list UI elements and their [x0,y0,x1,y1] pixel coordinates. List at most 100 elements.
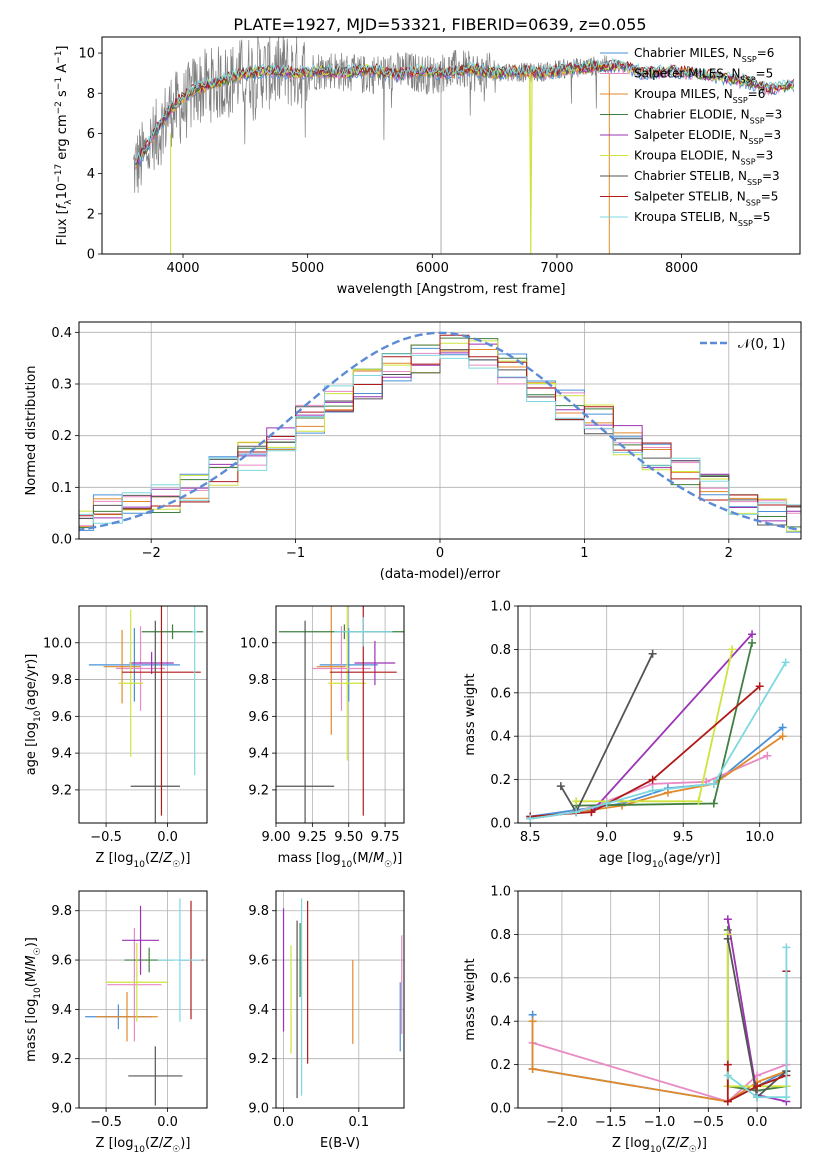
weight-line [530,661,787,820]
x-tick-label: 7000 [540,261,573,276]
y-tick-label: 9.4 [248,1003,269,1018]
weight-vs-age-axes: 8.5 9.0 9.5 10.0 0.0 0.2 0.4 0.6 0.8 1.0 [490,600,801,845]
axes-frame [517,605,802,824]
legend-entry: Kroupa MILES, NSSP=6 [634,87,765,105]
x-tick-label: 9.0 [596,830,617,845]
weight-marker [694,797,703,806]
weight-marker [728,645,737,654]
y-tick-label: 9.2 [51,1052,72,1067]
weight-marker [709,799,718,808]
weight-line [530,754,768,820]
y-tick-label: 9.6 [248,954,269,969]
y-tick-label: 9.8 [248,673,269,688]
weight-marker [778,732,787,741]
weight-marker [781,658,790,667]
x-tick-label: 1 [580,546,588,561]
x-tick-label: 9.25 [298,830,327,845]
y-tick-label: 9.4 [248,747,269,762]
legend-entry: 𝒩(0, 1) [738,337,785,352]
normal-curve [79,331,801,532]
y-tick-label: 10 [78,47,95,62]
histogram-series [79,353,801,524]
mass-vs-extinction-axes: 0.0 0.1 9.0 9.2 9.4 9.6 9.8 [248,891,404,1130]
x-tick-label: −2 [142,546,161,561]
weight-marker [572,808,581,817]
axes-frame [78,321,802,540]
axes-frame [517,890,802,1109]
y-tick-label: 0.0 [51,533,72,548]
y-tick-label: 9.2 [248,1052,269,1067]
y-axis-label: mass weight [463,673,478,755]
y-tick-label: 10.0 [43,636,72,651]
legend-entry: Kroupa ELODIE, NSSP=3 [634,149,773,167]
axes-frame [101,36,801,255]
weight-marker [755,682,764,691]
y-tick-label: 0 [87,248,95,263]
weight-marker [663,788,672,797]
y-tick-label: 0.2 [490,1058,511,1073]
y-axis-label: Flux [fλ10−17 erg cm−2 s−1 A−1] [54,45,74,245]
mass-vs-metallicity-plot [85,898,204,1106]
y-tick-label: 10.0 [240,636,269,651]
y-tick-label: 0.4 [51,326,72,341]
weight-marker [723,915,732,924]
x-axis-label: mass [log10(M/M☉)] [278,851,403,870]
y-tick-label: 9.2 [248,783,269,798]
weight-marker [723,1071,732,1080]
y-tick-label: 0.8 [490,643,511,658]
y-tick-label: 6 [87,127,95,142]
x-tick-label: 8000 [665,261,698,276]
figure-title: PLATE=1927, MJD=53321, FIBERID=0639, z=0… [233,15,646,34]
weight-marker [753,1082,762,1091]
x-tick-label: −1.0 [644,1115,676,1130]
observed-spectrum [132,37,608,193]
axes-frame [275,890,405,1109]
x-tick-label: 6000 [416,261,449,276]
weight-marker [723,1097,732,1106]
x-tick-label: −1.5 [595,1115,627,1130]
mass-vs-metallicity-axes: −0.5 0.0 9.0 9.2 9.4 9.6 9.8 [51,891,207,1130]
weight-line [590,633,753,813]
x-tick-label: 0.0 [157,1115,178,1130]
legend-entry: Salpeter ELODIE, NSSP=3 [634,128,781,146]
axes-frame [275,605,405,824]
weight-vs-age-plot [526,630,790,823]
y-tick-label: 0.3 [51,378,72,393]
legend-entry: Chabrier STELIB, NSSP=3 [634,169,780,187]
histogram-series [79,334,801,517]
x-tick-label: 8.5 [520,830,541,845]
legend-entry: Chabrier MILES, NSSP=6 [634,46,774,64]
x-tick-label: 9.5 [673,830,694,845]
y-tick-label: 9.4 [51,747,72,762]
age-vs-metallicity-plot [88,606,204,823]
y-tick-label: 8 [87,87,95,102]
y-tick-label: 0.1 [51,481,72,496]
y-tick-label: 0.6 [490,971,511,986]
x-axis-label: Z [log10(Z/Z☉)] [96,1136,191,1155]
weight-marker [748,638,757,647]
weight-line [727,947,788,1099]
weight-marker [748,630,757,639]
mass-vs-extinction-plot [282,898,403,1099]
y-tick-label: 9.8 [51,673,72,688]
y-axis-label: mass [log10(M/M☉)] [24,937,43,1062]
weight-marker [526,814,535,823]
weight-marker [572,797,581,806]
y-tick-label: 0.8 [490,928,511,943]
weight-marker [602,799,611,808]
x-tick-label: −0.5 [90,1115,122,1130]
legend-entry: Salpeter MILES, NSSP=5 [634,67,773,85]
weight-marker [587,808,596,817]
y-axis-label: age [log10(age/yr)] [24,654,43,776]
weight-marker [648,786,657,795]
y-tick-label: 1.0 [490,600,511,615]
legend-entry: Chabrier ELODIE, NSSP=3 [634,108,782,126]
histogram-plot [79,331,801,533]
y-tick-label: 4 [87,167,95,182]
y-tick-label: 9.6 [51,710,72,725]
weight-marker [753,1093,762,1102]
spectrum-axes: 4000 5000 6000 7000 8000 0 2 4 6 8 10 [78,47,698,276]
weight-vs-metallicity-plot [528,915,791,1106]
x-tick-label: 5000 [291,261,324,276]
spectrum-plot [132,37,795,254]
